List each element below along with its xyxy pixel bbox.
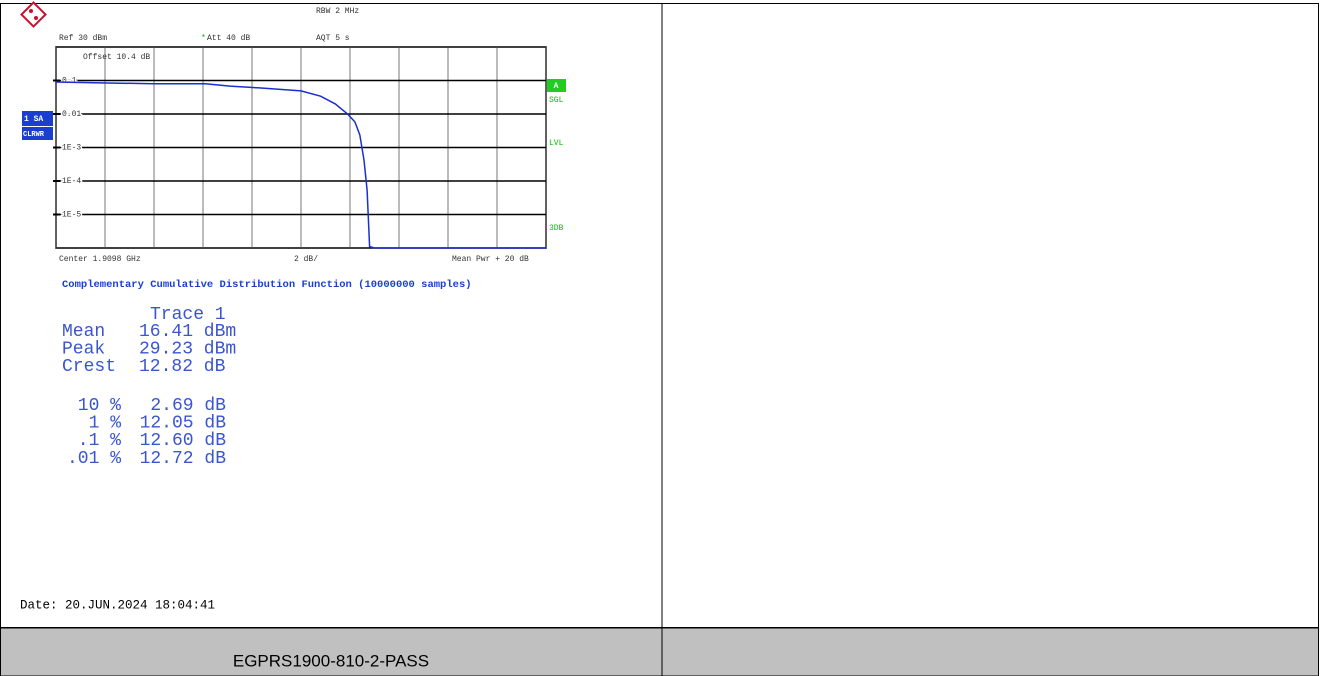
table-bottom-row (0, 627, 1319, 676)
percent-value: 2.69 dB (150, 396, 226, 416)
annotation: SGL (549, 96, 564, 105)
badge (547, 79, 566, 92)
annotation: 1 SA (24, 115, 43, 124)
result-value: 12.82 dB (139, 357, 226, 377)
logo (20, 1, 47, 28)
y-tick-label: 0.01 (62, 110, 81, 119)
result-value: 29.23 dBm (139, 339, 236, 359)
date: Date: 20.JUN.2024 18:04:41 (20, 598, 215, 612)
result-label: Mean (62, 322, 105, 342)
caption: EGPRS1900-810-2-PASS (233, 651, 429, 670)
trace (55, 81, 546, 249)
percent-label: 1 % (89, 413, 122, 433)
annotation: Att 40 dB (207, 34, 250, 43)
chart-title: Complementary Cumulative Distribution Fu… (62, 279, 472, 291)
result-label: Crest (62, 357, 116, 377)
y-tick-label: 1E-4 (62, 177, 81, 186)
percent-label: .1 % (78, 431, 121, 451)
annotation: AQT 5 s (316, 34, 350, 43)
annotation: Center 1.9098 GHz (59, 255, 141, 264)
percent-value: 12.05 dB (140, 413, 227, 433)
percent-label: .01 % (67, 449, 121, 469)
annotation: RBW 2 MHz (316, 7, 359, 16)
badge (22, 127, 53, 140)
y-tick-label: 1E-3 (62, 144, 81, 153)
annotation: LVL (549, 139, 564, 148)
annotation: Ref 30 dBm (59, 34, 107, 43)
annotation: A (554, 82, 559, 91)
result-label: Peak (62, 339, 105, 359)
results-header: Trace 1 (150, 305, 226, 325)
annotation: 3DB (549, 224, 564, 233)
annotation: 2 dB/ (294, 255, 318, 264)
y-tick-label: 0.1 (62, 77, 77, 86)
percent-label: 10 % (78, 396, 121, 416)
y-tick-label: 1E-5 (62, 211, 81, 220)
percent-value: 12.72 dB (140, 449, 227, 469)
annotation: CLRWR (23, 131, 45, 139)
annotation: Offset 10.4 dB (83, 53, 150, 62)
result-value: 16.41 dBm (139, 322, 236, 342)
annotation: Mean Pwr + 20 dB (452, 255, 529, 264)
annotation: * (201, 34, 206, 43)
badge (22, 111, 53, 126)
table-top-row (0, 3, 1319, 628)
percent-value: 12.60 dB (140, 431, 227, 451)
